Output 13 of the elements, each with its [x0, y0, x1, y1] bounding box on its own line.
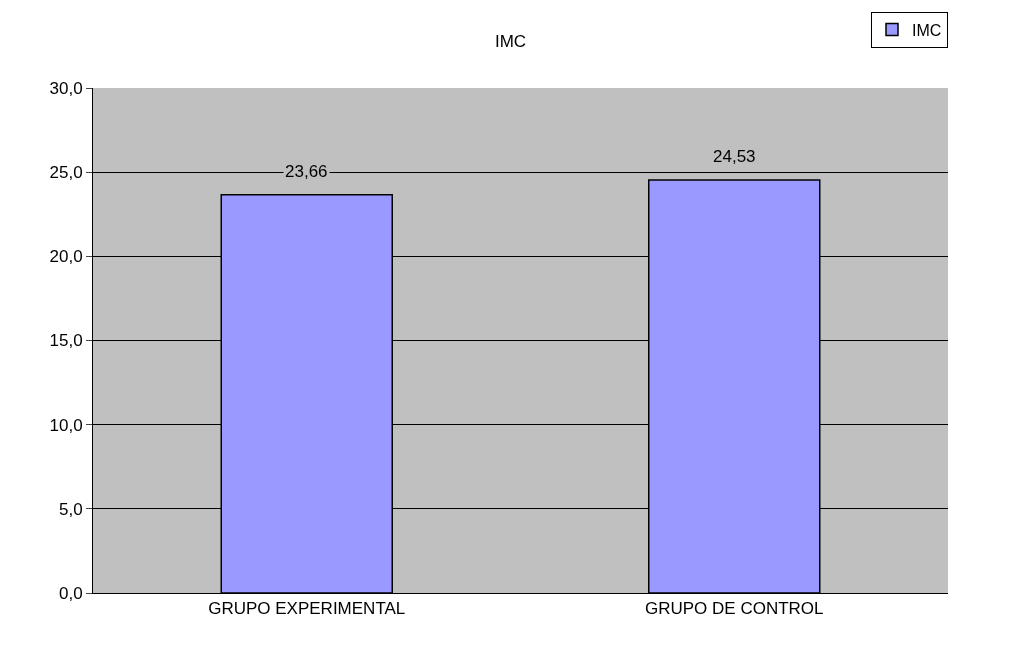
- y-tick-label: 20,0: [49, 247, 83, 267]
- x-tick-label: GRUPO EXPERIMENTAL: [208, 599, 406, 619]
- x-tick-label: GRUPO DE CONTROL: [644, 599, 824, 619]
- y-tick-label: 15,0: [49, 331, 83, 351]
- data-label: 23,66: [285, 162, 328, 181]
- y-tick-label: 5,0: [58, 499, 83, 519]
- data-label: 24,53: [713, 147, 756, 166]
- chart-title: IMC: [494, 31, 527, 51]
- y-tick-label: 25,0: [49, 163, 83, 183]
- y-tick-label: 10,0: [49, 415, 83, 435]
- y-tick-label: 0,0: [58, 583, 83, 603]
- y-tick-label: 30,0: [49, 78, 83, 98]
- legend-label: IMC: [912, 21, 942, 39]
